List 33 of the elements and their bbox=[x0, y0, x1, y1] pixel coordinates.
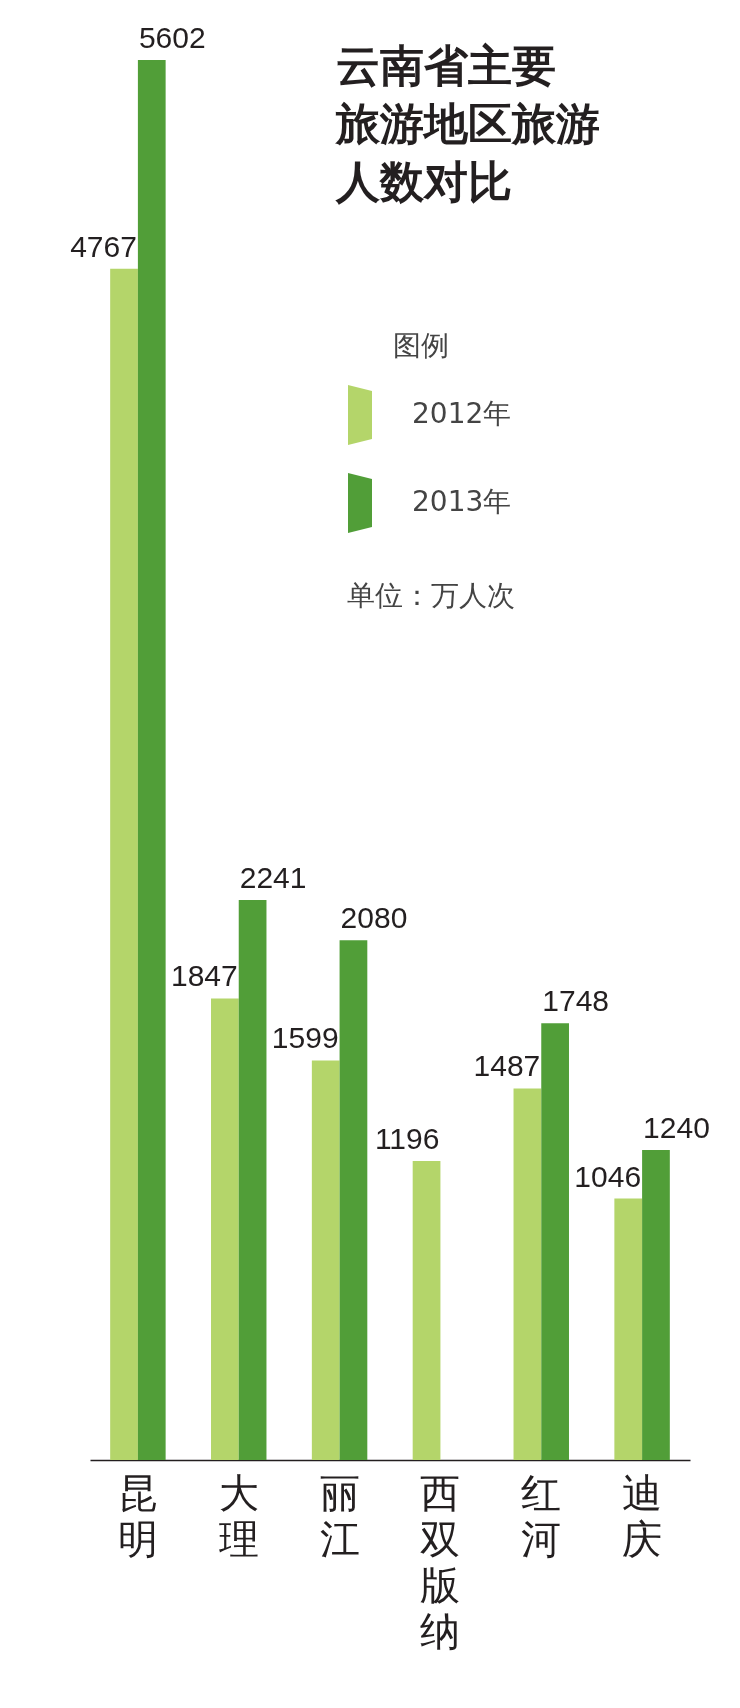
data-label: 5602 bbox=[138, 21, 206, 54]
data-label: 2241 bbox=[239, 860, 307, 894]
legend-label: 2013年 bbox=[412, 485, 512, 518]
data-label: 1847 bbox=[170, 959, 238, 993]
x-tick-label: 迪庆 bbox=[622, 1469, 663, 1562]
data-label: 1599 bbox=[271, 1021, 339, 1055]
x-tick-label: 大理 bbox=[218, 1469, 259, 1562]
data-label: 4767 bbox=[70, 229, 137, 263]
bar bbox=[614, 1198, 643, 1460]
data-label: 1240 bbox=[643, 1111, 710, 1145]
bar bbox=[238, 899, 267, 1460]
bar bbox=[642, 1150, 670, 1460]
x-tick-label: 西双版纳 bbox=[420, 1469, 461, 1654]
data-label: 2080 bbox=[340, 901, 408, 935]
x-tick-label: 红河 bbox=[521, 1469, 562, 1562]
data-label: 1748 bbox=[542, 984, 610, 1018]
bar bbox=[211, 998, 239, 1460]
bar bbox=[339, 940, 368, 1460]
bar bbox=[412, 1161, 441, 1460]
data-label: 1046 bbox=[574, 1159, 642, 1193]
text: 云南省主要旅游地区旅游人数对比 bbox=[335, 40, 600, 207]
legend-label: 2012年 bbox=[412, 397, 512, 430]
bar bbox=[137, 60, 166, 1460]
annotation: 单位：万人次 bbox=[347, 579, 515, 612]
x-tick-label: 昆明 bbox=[117, 1469, 158, 1562]
bar bbox=[311, 1060, 340, 1460]
bar bbox=[541, 1023, 569, 1460]
bar bbox=[110, 268, 138, 1460]
bar bbox=[513, 1088, 542, 1460]
x-tick-label: 丽江 bbox=[319, 1469, 360, 1562]
legend-title: 图例 bbox=[393, 329, 449, 362]
data-label: 1487 bbox=[473, 1049, 541, 1083]
data-label: 1196 bbox=[374, 1122, 440, 1156]
